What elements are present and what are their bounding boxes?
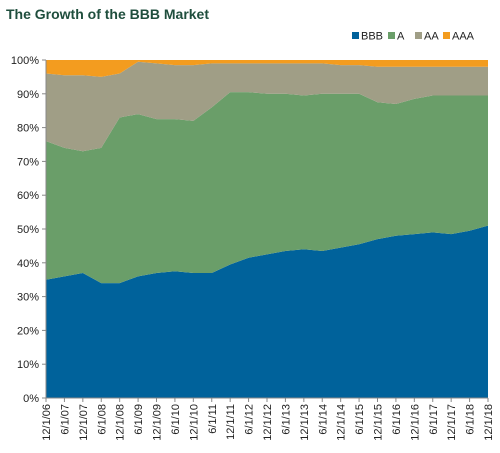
x-tick-label: 6/1/16 bbox=[391, 404, 403, 435]
x-tick-label: 6/1/18 bbox=[465, 404, 477, 435]
y-tick-label: 60% bbox=[17, 190, 39, 202]
legend-swatch-a bbox=[388, 32, 395, 39]
x-tick-label: 12/1/07 bbox=[78, 404, 90, 441]
x-tick-label: 12/1/09 bbox=[152, 404, 164, 441]
x-tick-label: 6/1/07 bbox=[59, 404, 71, 435]
x-tick-label: 6/1/10 bbox=[170, 404, 182, 435]
legend-label-aa: AA bbox=[424, 31, 439, 43]
x-tick-label: 6/1/13 bbox=[280, 404, 292, 435]
y-tick-label: 80% bbox=[17, 123, 39, 135]
area-aa bbox=[46, 61, 488, 152]
x-tick-label: 6/1/08 bbox=[96, 404, 108, 435]
area-layers bbox=[46, 60, 488, 398]
legend-label-aaa: AAA bbox=[452, 31, 475, 43]
y-tick-label: 100% bbox=[11, 55, 39, 67]
x-tick-label: 6/1/15 bbox=[354, 404, 366, 435]
x-tick-label: 12/1/18 bbox=[483, 404, 495, 441]
x-tick-label: 6/1/09 bbox=[133, 404, 145, 435]
legend-label-bbb: BBB bbox=[361, 31, 383, 43]
legend-swatch-bbb bbox=[352, 32, 359, 39]
y-tick-label: 70% bbox=[17, 156, 39, 168]
legend-swatch-aa bbox=[415, 32, 422, 39]
x-tick-label: 12/1/15 bbox=[373, 404, 385, 441]
x-tick-label: 6/1/17 bbox=[428, 404, 440, 435]
legend-swatch-aaa bbox=[443, 32, 450, 39]
x-tick-label: 12/1/16 bbox=[409, 404, 421, 441]
x-tick-label: 12/1/12 bbox=[262, 404, 274, 441]
y-tick-label: 50% bbox=[17, 224, 39, 236]
x-tick-label: 12/1/10 bbox=[188, 404, 200, 441]
x-tick-label: 12/1/08 bbox=[115, 404, 127, 441]
x-tick-label: 6/1/14 bbox=[317, 404, 329, 435]
legend-label-a: A bbox=[397, 31, 405, 43]
x-tick-label: 12/1/06 bbox=[41, 404, 53, 441]
y-tick-label: 20% bbox=[17, 325, 39, 337]
x-tick-label: 12/1/17 bbox=[446, 404, 458, 441]
chart-title: The Growth of the BBB Market bbox=[6, 6, 210, 22]
y-tick-label: 90% bbox=[17, 89, 39, 101]
y-tick-label: 30% bbox=[17, 292, 39, 304]
area-bbb bbox=[46, 225, 488, 398]
legend: BBB A AA AAA bbox=[352, 31, 475, 43]
y-tick-label: 10% bbox=[17, 359, 39, 371]
x-tick-label: 12/1/14 bbox=[336, 404, 348, 441]
x-tick-label: 6/1/11 bbox=[207, 404, 219, 434]
x-tick-label: 6/1/12 bbox=[244, 404, 256, 435]
y-axis: 0% 10% 20% 30% 40% 50% 60% 70% 80% 90% 100% bbox=[11, 55, 47, 405]
x-axis: 12/1/06 6/1/07 12/1/07 6/1/08 12/1/08 6/1/09 1… bbox=[41, 397, 495, 441]
area-a bbox=[46, 92, 488, 284]
y-tick-label: 40% bbox=[17, 258, 39, 270]
y-tick-label: 0% bbox=[23, 393, 39, 405]
x-tick-label: 12/1/11 bbox=[225, 404, 237, 440]
area-aaa bbox=[46, 60, 488, 77]
x-tick-label: 12/1/13 bbox=[299, 404, 311, 441]
